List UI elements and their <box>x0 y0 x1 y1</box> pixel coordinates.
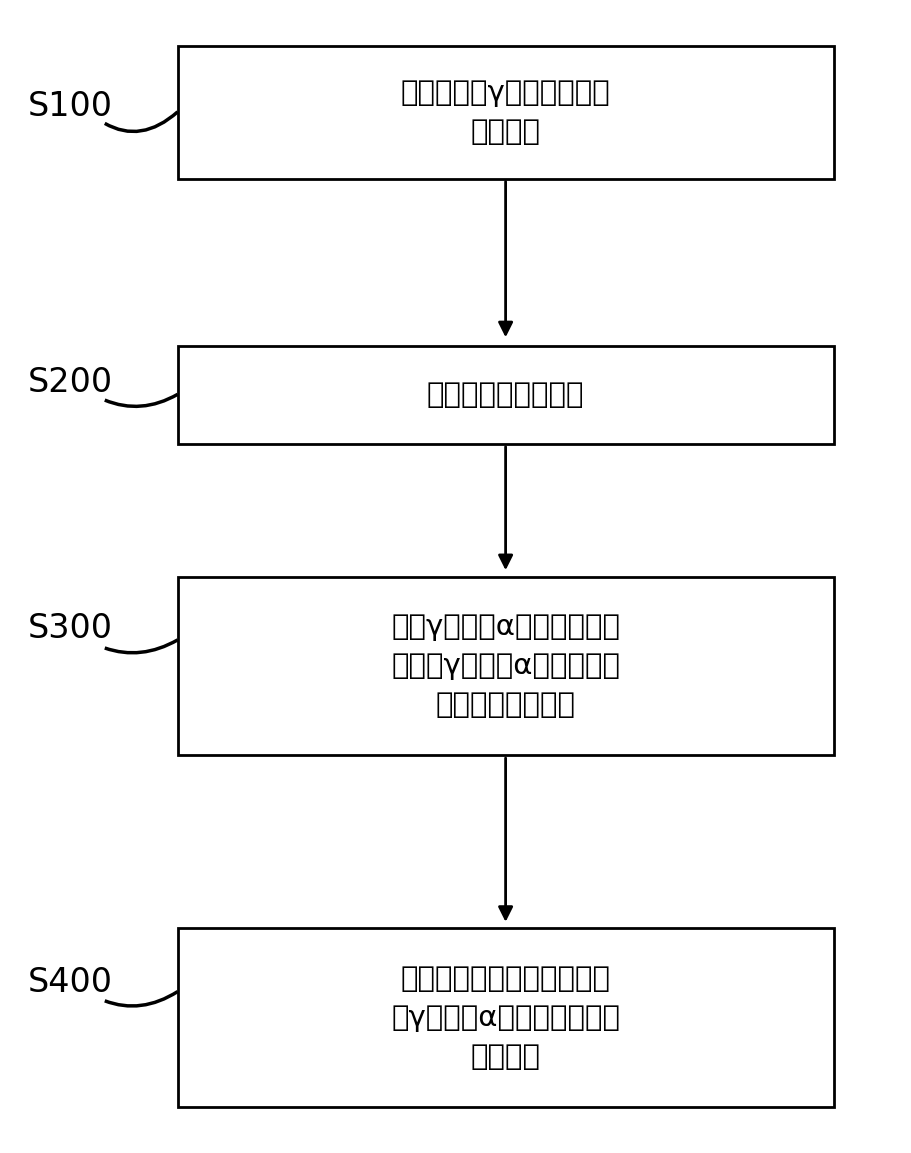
Text: S200: S200 <box>27 367 112 399</box>
Text: 基于分布图，对输出信号中
的γ射线和α粒子的辐射信号
进行区分: 基于分布图，对输出信号中 的γ射线和α粒子的辐射信号 进行区分 <box>391 965 620 1070</box>
Text: 利用溴化镧γ谱仪探测待测
物的辐射: 利用溴化镧γ谱仪探测待测 物的辐射 <box>401 78 610 146</box>
Text: S100: S100 <box>27 90 112 122</box>
Text: S400: S400 <box>27 966 112 998</box>
Text: 对输出信号进行分析: 对输出信号进行分析 <box>427 380 584 409</box>
Text: S300: S300 <box>27 612 112 645</box>
FancyBboxPatch shape <box>178 346 834 444</box>
Text: 基于γ射线和α粒子的特征量
，得到γ射线和α粒子的特征
量随能量的分布图: 基于γ射线和α粒子的特征量 ，得到γ射线和α粒子的特征 量随能量的分布图 <box>391 613 620 718</box>
FancyBboxPatch shape <box>178 928 834 1107</box>
FancyBboxPatch shape <box>178 46 834 179</box>
FancyBboxPatch shape <box>178 576 834 755</box>
